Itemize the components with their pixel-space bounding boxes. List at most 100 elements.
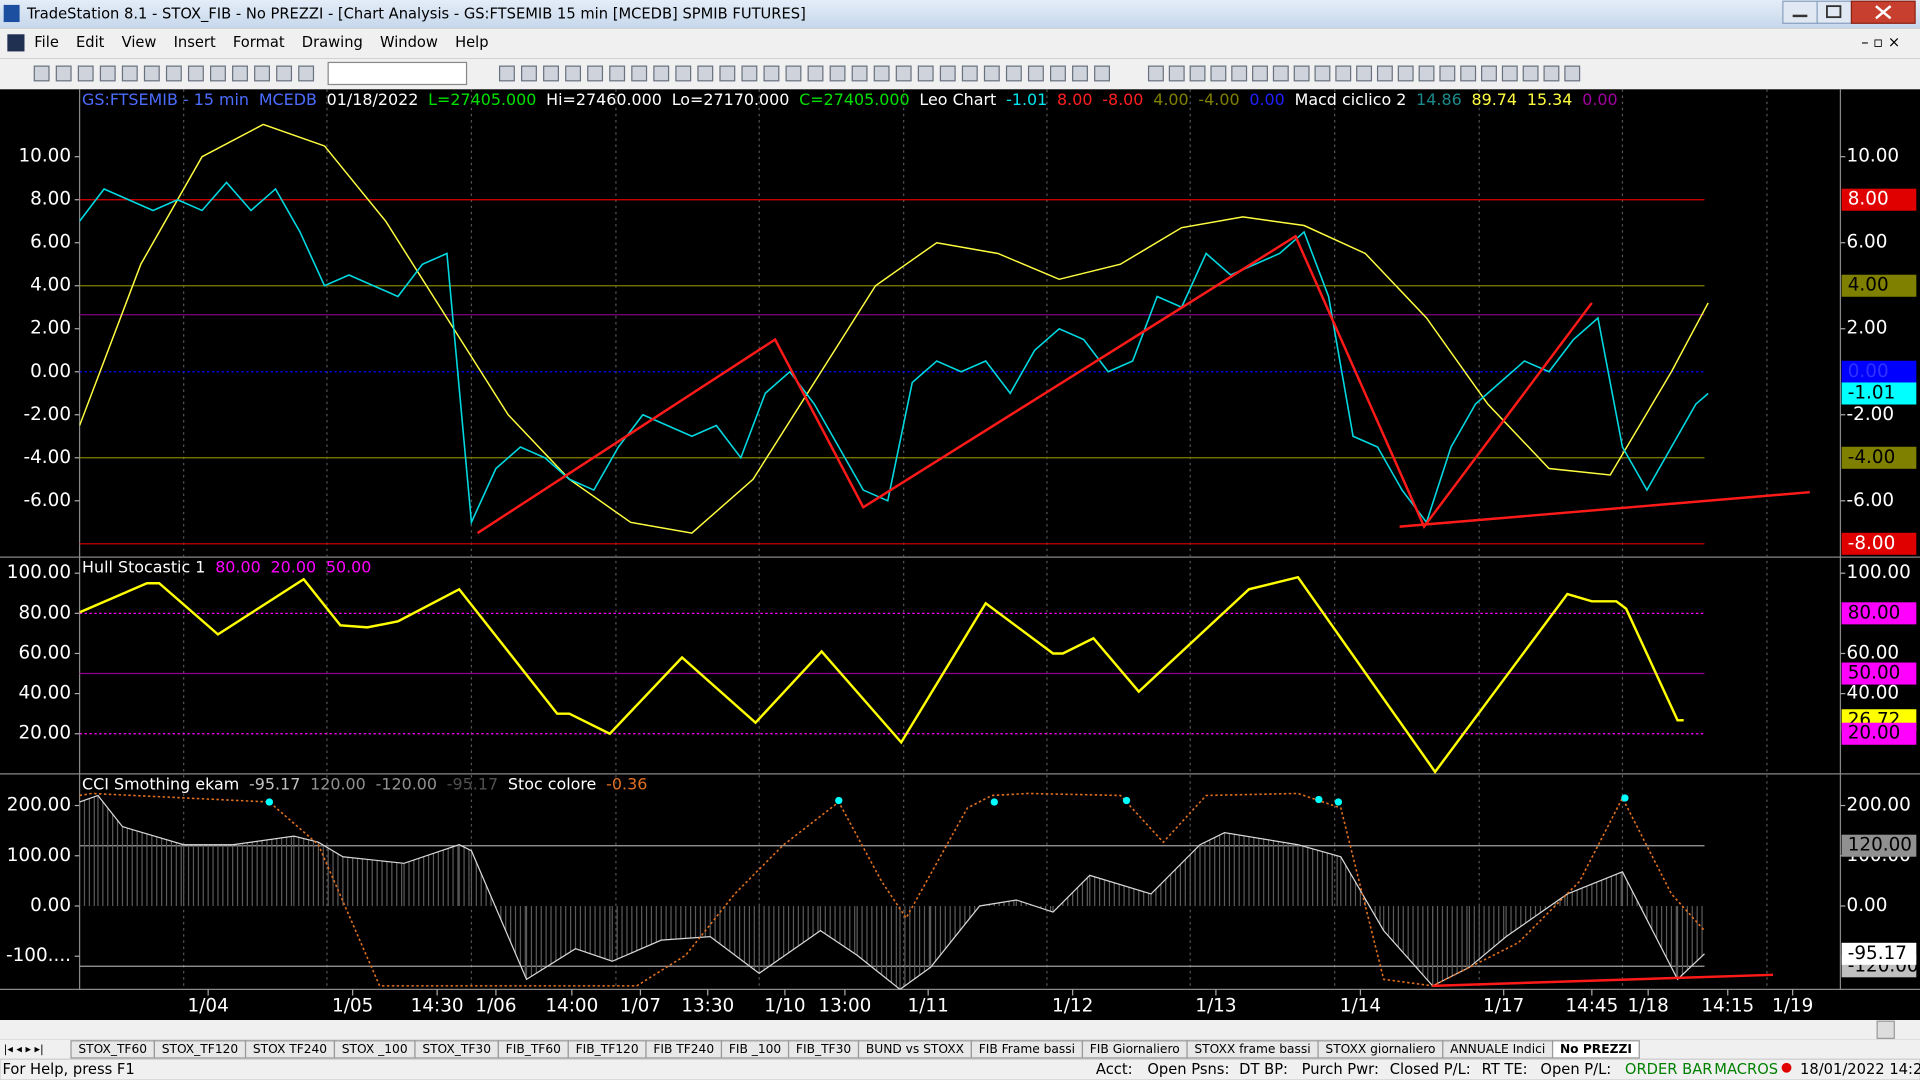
menu-item[interactable]: Insert (174, 34, 216, 51)
toolbar-icon[interactable] (1356, 65, 1373, 82)
toolbar-icon[interactable] (187, 65, 204, 82)
toolbar-icon[interactable] (1210, 65, 1227, 82)
toolbar-icon[interactable] (99, 65, 116, 82)
pane-header-text: C=27405.000 (799, 90, 909, 109)
toolbar-icon[interactable] (121, 65, 138, 82)
toolbar-icon[interactable] (1094, 65, 1110, 82)
toolbar-icon[interactable] (829, 65, 846, 82)
toolbar-icon[interactable] (1481, 65, 1497, 82)
toolbar-icon[interactable] (1147, 65, 1164, 82)
toolbar-icon[interactable] (232, 65, 248, 82)
toolbar-icon[interactable] (961, 65, 978, 82)
toolbar-icon[interactable] (1501, 65, 1518, 82)
toolbar-icon[interactable] (143, 65, 160, 82)
menu-item[interactable]: View (122, 34, 157, 51)
toolbar-icon[interactable] (1439, 65, 1456, 82)
marker-dot (1122, 796, 1131, 805)
status-bar (0, 1058, 1920, 1080)
menu-item[interactable]: Format (233, 34, 285, 51)
toolbar-icon[interactable] (521, 65, 537, 82)
status-items: For Help, press F1 Acct: Open Psns: DT BP: P… (2, 1061, 1920, 1078)
toolbar-icon[interactable] (895, 65, 912, 82)
marker-dot (265, 798, 274, 806)
series-line (1399, 490, 1810, 528)
x-tick-label: 1/05 (332, 996, 373, 1017)
pane-header-text: -120.00 (376, 774, 437, 793)
toolbar-icon[interactable] (1005, 65, 1022, 82)
pane-header-text: Lo=27170.000 (672, 90, 790, 109)
toolbar-icon[interactable] (917, 65, 934, 82)
toolbar-icon[interactable] (939, 65, 956, 82)
menu-item[interactable]: Drawing (302, 34, 363, 51)
toolbar-icon[interactable] (741, 65, 758, 82)
toolbar-icon[interactable] (55, 65, 72, 82)
y-tick-label: 8.00 (30, 189, 71, 210)
scrollbar[interactable] (0, 1020, 1920, 1040)
toolbar-icon[interactable] (1072, 65, 1088, 82)
toolbar-icon[interactable] (983, 65, 1000, 82)
menu-item[interactable]: Edit (76, 34, 105, 51)
series-line (79, 123, 1709, 534)
toolbar-icon[interactable] (1189, 65, 1206, 82)
series-line (1432, 973, 1774, 988)
toolbar-icon[interactable] (498, 65, 515, 82)
toolbar-icon[interactable] (807, 65, 824, 82)
toolbar-icon[interactable] (33, 65, 50, 82)
toolbar-icon[interactable] (77, 65, 94, 82)
toolbar-icon[interactable] (587, 65, 604, 82)
toolbar-icon[interactable] (1418, 65, 1435, 82)
toolbar-icon[interactable] (653, 65, 670, 82)
toolbar-icon[interactable] (763, 65, 780, 82)
toolbar-icon[interactable] (1231, 65, 1248, 82)
toolbar-icon[interactable] (1543, 65, 1560, 82)
toolbar-icon[interactable] (298, 65, 315, 82)
tab-label: STOX_TF30 (422, 1042, 491, 1056)
toolbar-icon[interactable] (1460, 65, 1477, 82)
value-box-label: -1.01 (1848, 382, 1896, 403)
symbol-dropdown[interactable] (327, 61, 468, 86)
toolbar-icon[interactable] (1168, 65, 1185, 82)
toolbar-icon[interactable] (785, 65, 802, 82)
tab[interactable] (1551, 1040, 1640, 1059)
toolbar-icon[interactable] (719, 65, 736, 82)
scroll-thumb[interactable] (1876, 1020, 1895, 1039)
toolbar-icon[interactable] (851, 65, 868, 82)
toolbar-icon[interactable] (1314, 65, 1331, 82)
toolbar-icon[interactable] (565, 65, 582, 82)
toolbar-icon[interactable] (1564, 65, 1581, 82)
menu-item[interactable]: File (34, 34, 59, 51)
series (265, 794, 1629, 806)
toolbar-icon[interactable] (697, 65, 714, 82)
toolbar-icon[interactable] (873, 65, 890, 82)
tab-nav[interactable]: |◂ ◂ ▸ ▸| (4, 1042, 44, 1055)
toolbar-icon[interactable] (675, 65, 692, 82)
menu-item[interactable]: Window (380, 34, 438, 51)
toolbar-icon[interactable] (210, 65, 226, 82)
toolbar-icon[interactable] (1272, 65, 1289, 82)
restore-button[interactable] (1816, 0, 1853, 24)
toolbar-icon[interactable] (165, 65, 182, 82)
toolbar-icon[interactable] (609, 65, 626, 82)
alert-dot (1781, 1062, 1792, 1073)
chart-area (0, 89, 1920, 1020)
toolbar-icon[interactable] (1293, 65, 1310, 82)
toolbar-icon[interactable] (276, 65, 293, 82)
toolbar-icon[interactable] (1522, 65, 1539, 82)
minimize-button[interactable] (1782, 0, 1818, 24)
y-tick-label: 6.00 (1847, 232, 1888, 253)
toolbar-icon[interactable] (1027, 65, 1044, 82)
toolbar-icon[interactable] (254, 65, 270, 82)
toolbar-icon[interactable] (631, 65, 648, 82)
menu-item[interactable]: Help (455, 34, 488, 51)
mdi-buttons[interactable]: – ▫ × (1861, 34, 1900, 51)
x-tick-label: 14:00 (545, 996, 598, 1017)
pane-header-text: 01/18/2022 (327, 90, 419, 109)
toolbar-icon[interactable] (1397, 65, 1414, 82)
toolbar-icon[interactable] (1252, 65, 1268, 82)
value-box (1841, 834, 1917, 857)
pane-header-text: 4.00 (1153, 90, 1188, 109)
toolbar-icon[interactable] (543, 65, 559, 82)
toolbar-icon[interactable] (1335, 65, 1352, 82)
toolbar-icon[interactable] (1376, 65, 1393, 82)
toolbar-icon[interactable] (1050, 65, 1066, 82)
